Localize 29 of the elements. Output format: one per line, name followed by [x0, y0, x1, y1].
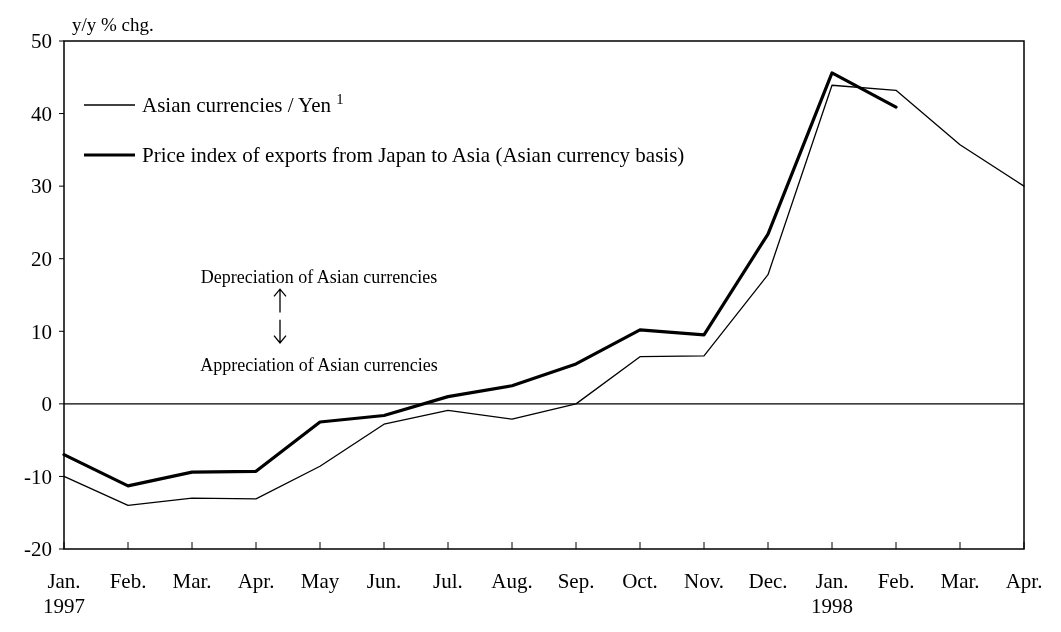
- x-tick-label: Jan. 1998: [811, 569, 853, 618]
- y-tick-label: 10: [31, 319, 52, 344]
- legend-label: Asian currencies / Yen $^{1}$: [142, 91, 344, 118]
- y-tick-label: -10: [24, 464, 52, 489]
- y-tick-label: 40: [31, 101, 52, 126]
- annotation: Appreciation of Asian currencies: [200, 354, 438, 375]
- x-tick-label: May: [300, 569, 340, 593]
- legend-label: Price index of exports from Japan to Asia (Asian currency basis): [142, 143, 685, 168]
- x-tick-label: Apr.: [237, 569, 275, 593]
- x-tick-label: Mar.: [940, 569, 980, 593]
- x-tick-label: Aug.: [491, 569, 533, 593]
- annotation: Depreciation of Asian currencies: [200, 267, 438, 288]
- x-tick-label: Jan. 1997: [43, 569, 85, 618]
- x-tick-label: Feb.: [109, 569, 147, 593]
- x-tick-label: Jul.: [433, 569, 463, 593]
- y-tick-label: 20: [31, 247, 52, 272]
- x-tick-label: Mar.: [172, 569, 212, 593]
- y-tick-label: 30: [31, 174, 52, 199]
- y-tick-label: 0: [41, 392, 52, 417]
- y-tick-label: 50: [31, 29, 52, 54]
- x-tick-label: Sep.: [557, 569, 595, 593]
- x-tick-label: Feb.: [877, 569, 915, 593]
- x-tick-label: Dec.: [748, 569, 788, 593]
- x-tick-label: Oct.: [622, 569, 658, 593]
- x-tick-label: Apr.: [1005, 569, 1043, 593]
- x-tick-label: Nov.: [683, 569, 725, 593]
- y-axis-title: y/y % chg.: [72, 14, 154, 35]
- x-tick-label: Jun.: [366, 569, 402, 593]
- y-tick-label: -20: [24, 537, 52, 562]
